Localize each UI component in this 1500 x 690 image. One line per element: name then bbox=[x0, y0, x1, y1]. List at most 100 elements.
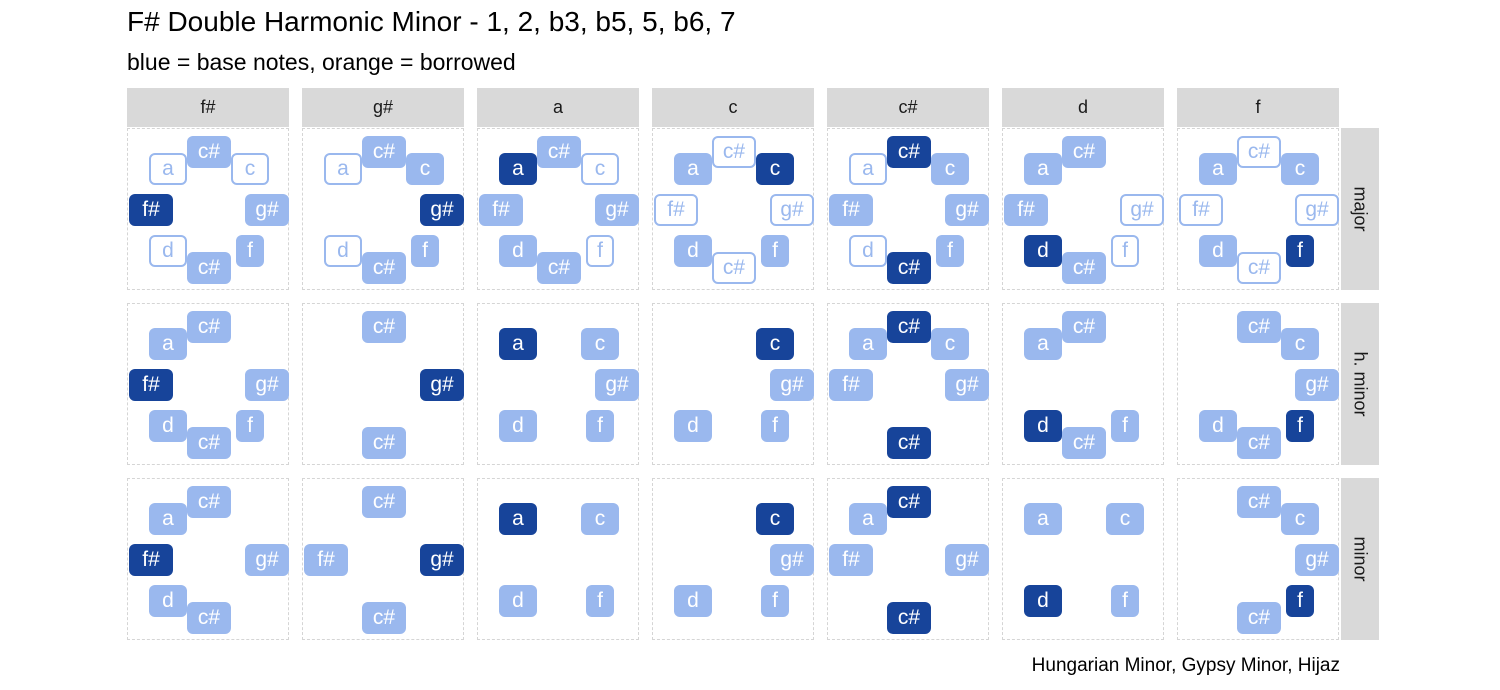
note-label-c-sharp: c# bbox=[887, 427, 931, 459]
column-strip-label: c# bbox=[898, 97, 918, 117]
note-label-c-sharp: c# bbox=[887, 486, 931, 518]
facet-panel-major-f: a c# c f# g# d f c# bbox=[1177, 128, 1339, 290]
note-label-c-sharp: c# bbox=[1237, 252, 1281, 284]
note-label-d: d bbox=[324, 235, 362, 267]
note-label-a: a bbox=[674, 153, 712, 185]
row-strip-label: minor bbox=[1350, 536, 1371, 582]
note-label-a: a bbox=[1024, 503, 1062, 535]
note-label-c: c bbox=[1281, 328, 1319, 360]
note-label-a: a bbox=[324, 153, 362, 185]
note-label-c-sharp: c# bbox=[1062, 311, 1106, 343]
note-label-d: d bbox=[149, 235, 187, 267]
facet-panel-minor-c: c g# d f bbox=[652, 478, 814, 640]
facet-panel-minor-g-sharp: c# f# g# c# bbox=[302, 478, 464, 640]
column-strip-label: f# bbox=[200, 97, 216, 117]
note-label-d: d bbox=[499, 585, 537, 617]
note-label-a: a bbox=[849, 328, 887, 360]
note-label-d: d bbox=[499, 410, 537, 442]
note-label-f-sharp: f# bbox=[654, 194, 698, 226]
note-label-g-sharp: g# bbox=[245, 194, 289, 226]
note-label-f-sharp: f# bbox=[829, 544, 873, 576]
note-label-a: a bbox=[499, 328, 537, 360]
note-label-c: c bbox=[1106, 503, 1144, 535]
facet-panel-minor-d: a c d f bbox=[1002, 478, 1164, 640]
facet-panel-minor-a: a c d f bbox=[477, 478, 639, 640]
facet-panel-major-a: a c# c f# g# d f c# bbox=[477, 128, 639, 290]
column-strip-label: f bbox=[1255, 97, 1261, 117]
facet-panel-minor-f: c# c g# f c# bbox=[1177, 478, 1339, 640]
note-label-g-sharp: g# bbox=[1295, 369, 1339, 401]
note-label-a: a bbox=[1024, 153, 1062, 185]
facet-panel-major-g-sharp: a c# c g# d f c# bbox=[302, 128, 464, 290]
note-label-c: c bbox=[231, 153, 269, 185]
column-strip-label: a bbox=[552, 97, 563, 117]
facet-panel-h-minor-d: a c# d f c# bbox=[1002, 303, 1164, 465]
note-label-c-sharp: c# bbox=[1062, 136, 1106, 168]
facet-panel-minor-c-sharp: a c# f# g# c# bbox=[827, 478, 989, 640]
note-label-f: f bbox=[586, 235, 614, 267]
row-strip-h-minor: h. minor bbox=[1341, 303, 1379, 465]
note-label-c-sharp: c# bbox=[712, 136, 756, 168]
note-label-d: d bbox=[1199, 235, 1237, 267]
note-label-g-sharp: g# bbox=[1295, 544, 1339, 576]
facet-panel-major-c-sharp: a c# c f# g# d f c# bbox=[827, 128, 989, 290]
column-strip-label: c bbox=[728, 97, 738, 117]
column-strip-d: d bbox=[1002, 88, 1164, 127]
note-label-f-sharp: f# bbox=[129, 194, 173, 226]
column-strip-g-sharp: g# bbox=[302, 88, 464, 127]
note-label-c-sharp: c# bbox=[1237, 427, 1281, 459]
note-label-c: c bbox=[756, 153, 794, 185]
note-label-c-sharp: c# bbox=[187, 252, 231, 284]
note-label-c-sharp: c# bbox=[537, 136, 581, 168]
note-label-c-sharp: c# bbox=[1237, 486, 1281, 518]
facet-panel-minor-f-sharp: a c# f# g# d c# bbox=[127, 478, 289, 640]
facet-panel-h-minor-f: c# c g# d f c# bbox=[1177, 303, 1339, 465]
note-label-c: c bbox=[756, 503, 794, 535]
note-label-c: c bbox=[756, 328, 794, 360]
note-label-f-sharp: f# bbox=[129, 544, 173, 576]
note-label-f: f bbox=[936, 235, 964, 267]
note-label-a: a bbox=[849, 153, 887, 185]
note-label-d: d bbox=[674, 410, 712, 442]
note-label-d: d bbox=[1024, 410, 1062, 442]
note-label-c-sharp: c# bbox=[362, 311, 406, 343]
note-label-f: f bbox=[761, 235, 789, 267]
note-label-g-sharp: g# bbox=[420, 544, 464, 576]
note-label-c: c bbox=[931, 153, 969, 185]
note-label-f: f bbox=[1286, 235, 1314, 267]
row-strip-minor: minor bbox=[1341, 478, 1379, 640]
note-label-c-sharp: c# bbox=[1237, 602, 1281, 634]
note-label-a: a bbox=[499, 503, 537, 535]
note-label-g-sharp: g# bbox=[770, 369, 814, 401]
note-label-f: f bbox=[236, 235, 264, 267]
note-label-d: d bbox=[849, 235, 887, 267]
note-label-g-sharp: g# bbox=[420, 369, 464, 401]
note-label-d: d bbox=[1024, 235, 1062, 267]
note-label-d: d bbox=[1024, 585, 1062, 617]
note-label-c-sharp: c# bbox=[1237, 311, 1281, 343]
note-label-c-sharp: c# bbox=[187, 136, 231, 168]
note-label-c-sharp: c# bbox=[362, 136, 406, 168]
column-strip-f-sharp: f# bbox=[127, 88, 289, 127]
note-label-g-sharp: g# bbox=[945, 369, 989, 401]
note-label-f: f bbox=[1111, 235, 1139, 267]
note-label-a: a bbox=[149, 503, 187, 535]
note-label-f-sharp: f# bbox=[829, 194, 873, 226]
note-label-f-sharp: f# bbox=[829, 369, 873, 401]
note-label-g-sharp: g# bbox=[770, 544, 814, 576]
note-label-d: d bbox=[499, 235, 537, 267]
note-label-f: f bbox=[1111, 585, 1139, 617]
chart-subtitle: blue = base notes, orange = borrowed bbox=[127, 49, 516, 75]
note-label-c-sharp: c# bbox=[887, 136, 931, 168]
note-label-c-sharp: c# bbox=[187, 486, 231, 518]
note-label-a: a bbox=[1024, 328, 1062, 360]
note-label-c-sharp: c# bbox=[1062, 427, 1106, 459]
note-label-c-sharp: c# bbox=[887, 602, 931, 634]
note-label-f: f bbox=[761, 410, 789, 442]
note-label-f-sharp: f# bbox=[479, 194, 523, 226]
facet-panel-h-minor-a: a c g# d f bbox=[477, 303, 639, 465]
note-label-g-sharp: g# bbox=[245, 544, 289, 576]
note-label-d: d bbox=[674, 585, 712, 617]
note-label-c: c bbox=[1281, 503, 1319, 535]
note-label-c-sharp: c# bbox=[537, 252, 581, 284]
